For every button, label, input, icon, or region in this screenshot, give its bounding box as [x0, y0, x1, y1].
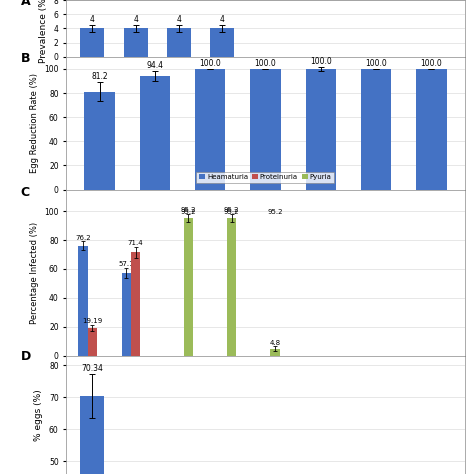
- Bar: [270, 348, 280, 356]
- Text: 4: 4: [176, 15, 182, 24]
- Y-axis label: Prevalence (%): Prevalence (%): [39, 0, 48, 63]
- Legend: Heamaturia, Proteinuria, Pyuria: Heamaturia, Proteinuria, Pyuria: [197, 172, 334, 183]
- Bar: [167, 28, 191, 57]
- Bar: [78, 246, 88, 356]
- Text: 95.2: 95.2: [224, 207, 239, 213]
- Bar: [81, 28, 104, 57]
- Bar: [306, 69, 336, 190]
- Text: 4: 4: [90, 15, 95, 24]
- Text: 4: 4: [220, 15, 225, 24]
- Text: D: D: [20, 350, 31, 363]
- Y-axis label: % eggs (%): % eggs (%): [35, 389, 44, 441]
- Text: A: A: [20, 0, 30, 8]
- Bar: [140, 76, 170, 190]
- Bar: [210, 28, 234, 57]
- Text: 100.0: 100.0: [199, 59, 221, 68]
- Text: 81.2: 81.2: [91, 72, 108, 81]
- Text: 71.4: 71.4: [128, 240, 144, 246]
- Text: 100.0: 100.0: [310, 56, 332, 65]
- Bar: [416, 69, 447, 190]
- Text: 19.19: 19.19: [82, 318, 102, 324]
- Text: 100.0: 100.0: [420, 59, 442, 68]
- Bar: [121, 273, 131, 356]
- Text: 70.34: 70.34: [82, 364, 103, 373]
- Text: 4: 4: [133, 15, 138, 24]
- Text: 95.2: 95.2: [181, 207, 196, 213]
- Text: 94.4: 94.4: [146, 61, 164, 70]
- Text: 95.2: 95.2: [224, 209, 239, 215]
- Text: 76.2: 76.2: [75, 235, 91, 240]
- Bar: [88, 328, 97, 356]
- Bar: [195, 69, 225, 190]
- Bar: [81, 396, 104, 474]
- Y-axis label: Percentage Infected (%): Percentage Infected (%): [30, 221, 39, 324]
- Y-axis label: Egg Reduction Rate (%): Egg Reduction Rate (%): [30, 73, 39, 173]
- Text: 95.2: 95.2: [181, 209, 196, 215]
- Text: 100.0: 100.0: [365, 59, 387, 68]
- Text: 100.0: 100.0: [255, 59, 276, 68]
- Text: 57.1: 57.1: [118, 261, 134, 267]
- Bar: [227, 218, 236, 356]
- Bar: [250, 69, 281, 190]
- Text: B: B: [20, 52, 30, 65]
- Bar: [131, 253, 140, 356]
- Bar: [84, 91, 115, 190]
- Bar: [361, 69, 391, 190]
- Text: 4.8: 4.8: [269, 340, 281, 346]
- Text: C: C: [20, 186, 30, 199]
- Text: 95.2: 95.2: [267, 209, 283, 215]
- Bar: [124, 28, 147, 57]
- Bar: [183, 218, 193, 356]
